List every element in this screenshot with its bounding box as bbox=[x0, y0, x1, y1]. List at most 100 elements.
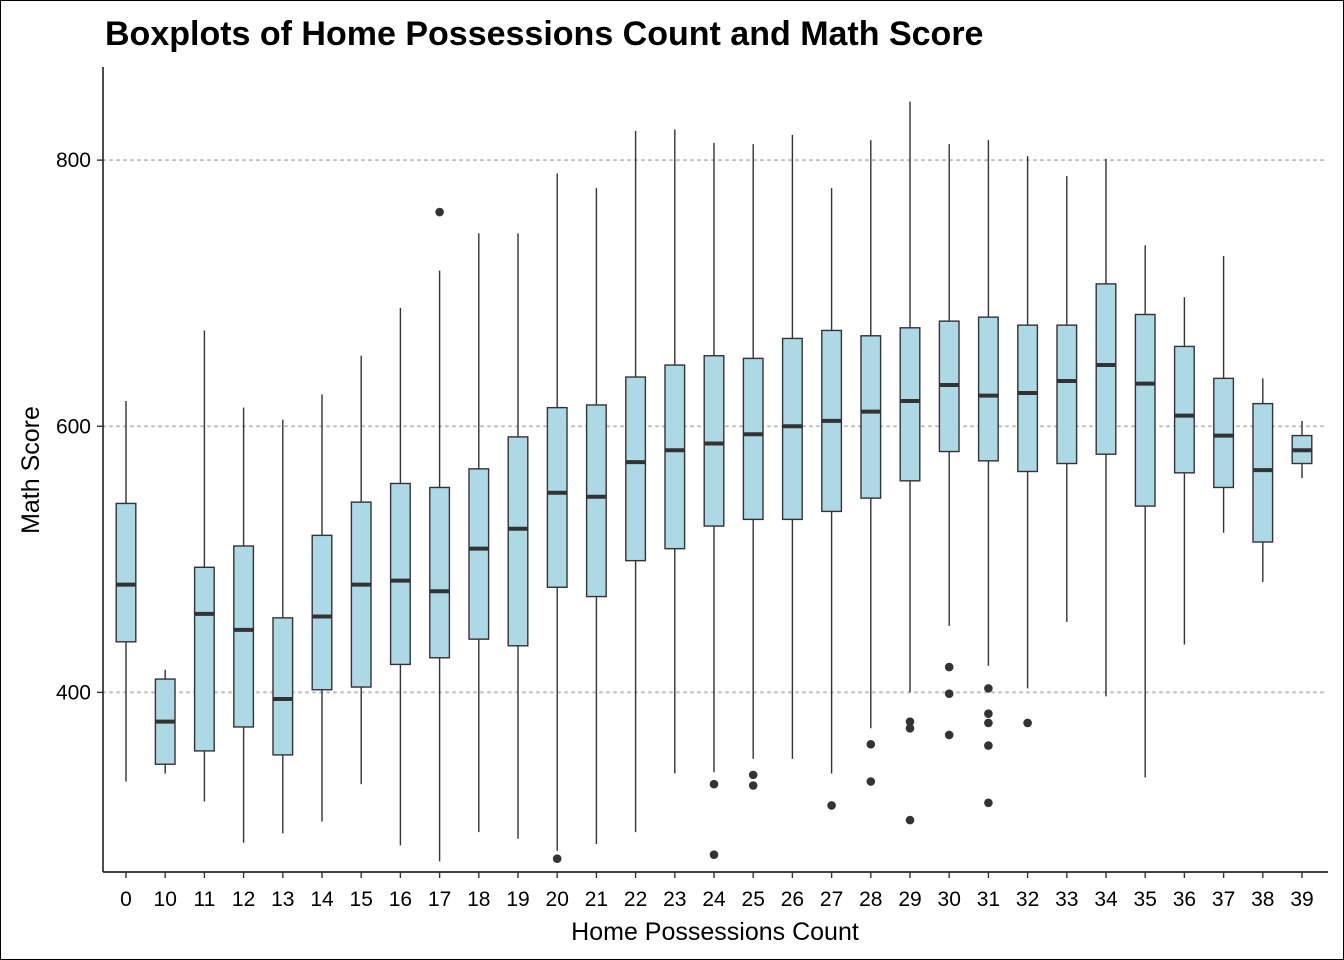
x-tick-label: 11 bbox=[193, 888, 215, 911]
box-body bbox=[193, 566, 215, 752]
outlier-point bbox=[748, 781, 758, 790]
box-21 bbox=[585, 188, 607, 845]
box-body bbox=[625, 376, 647, 562]
box-23 bbox=[664, 129, 686, 774]
grid-lines bbox=[102, 159, 1329, 694]
box-31 bbox=[977, 140, 999, 808]
box-body bbox=[1252, 402, 1274, 543]
box-body bbox=[468, 468, 490, 640]
outlier-point bbox=[984, 684, 993, 693]
box-body bbox=[781, 337, 803, 521]
outlier-point bbox=[866, 739, 876, 749]
box-13 bbox=[272, 419, 294, 834]
outlier-point bbox=[435, 207, 444, 217]
outlier-point bbox=[944, 689, 954, 699]
outlier-point bbox=[905, 717, 915, 726]
axes: 400 600 800 0 10 11 12 13 14 15 16 17 18 19 20 21 22 23 24… bbox=[56, 67, 1328, 911]
x-tick-label: 15 bbox=[350, 888, 373, 911]
box-32 bbox=[1017, 156, 1039, 728]
box-body bbox=[703, 355, 725, 527]
box-25 bbox=[742, 144, 764, 790]
x-tick-label: 38 bbox=[1251, 888, 1274, 911]
box-body bbox=[585, 404, 607, 598]
x-tick-label: 32 bbox=[1016, 888, 1039, 911]
x-tick-label: 23 bbox=[663, 888, 686, 911]
box-body bbox=[1095, 283, 1117, 455]
box-27 bbox=[821, 188, 843, 810]
box-10 bbox=[154, 669, 176, 774]
box-35 bbox=[1134, 245, 1156, 778]
outlier-point bbox=[984, 718, 993, 728]
box-body bbox=[1056, 324, 1078, 465]
box-17 bbox=[429, 207, 451, 862]
box-12 bbox=[233, 407, 255, 843]
x-tick-label: 37 bbox=[1212, 888, 1235, 911]
box-body bbox=[899, 327, 921, 482]
box-body bbox=[1173, 345, 1195, 474]
x-tick-label: 31 bbox=[977, 888, 1000, 911]
outlier-point bbox=[709, 779, 719, 789]
x-tick-label: 12 bbox=[232, 888, 255, 911]
box-14 bbox=[311, 394, 333, 822]
box-body bbox=[742, 357, 764, 521]
x-tick-label: 10 bbox=[154, 888, 177, 911]
x-tick-label: 39 bbox=[1290, 888, 1313, 911]
box-body bbox=[429, 486, 451, 659]
box-22 bbox=[625, 130, 647, 833]
x-tick-label: 33 bbox=[1055, 888, 1078, 911]
x-tick-label: 35 bbox=[1134, 888, 1157, 911]
x-tick-label: 18 bbox=[467, 888, 490, 911]
box-39 bbox=[1291, 420, 1313, 479]
x-tick-label: 27 bbox=[820, 888, 843, 911]
box-body bbox=[389, 482, 411, 666]
box-11 bbox=[193, 330, 215, 802]
x-tick-label: 21 bbox=[585, 888, 608, 911]
box-19 bbox=[507, 233, 529, 839]
boxplots bbox=[115, 101, 1313, 863]
outlier-point bbox=[905, 815, 915, 825]
box-body bbox=[115, 502, 137, 643]
box-0 bbox=[115, 400, 137, 782]
box-16 bbox=[389, 307, 411, 846]
x-tick-label: 25 bbox=[742, 888, 765, 911]
outlier-point bbox=[552, 854, 562, 863]
x-tick-label: 36 bbox=[1173, 888, 1196, 911]
outlier-point bbox=[984, 709, 993, 718]
outlier-point bbox=[944, 662, 954, 672]
x-tick-label: 34 bbox=[1094, 888, 1118, 911]
box-body bbox=[664, 364, 686, 550]
x-tick-label: 28 bbox=[859, 888, 882, 911]
outlier-point bbox=[866, 777, 876, 786]
box-body bbox=[311, 534, 333, 691]
box-36 bbox=[1173, 297, 1195, 645]
box-body bbox=[233, 545, 255, 728]
x-tick-label: 0 bbox=[120, 888, 132, 911]
box-15 bbox=[350, 355, 372, 785]
box-body bbox=[977, 316, 999, 462]
x-tick-label: 30 bbox=[938, 888, 961, 911]
box-20 bbox=[546, 173, 568, 863]
y-tick-label: 600 bbox=[56, 415, 91, 438]
x-tick-label: 24 bbox=[702, 888, 726, 911]
y-tick-label: 400 bbox=[56, 681, 91, 704]
x-tick-label: 13 bbox=[271, 888, 294, 911]
x-tick-label: 26 bbox=[781, 888, 804, 911]
outlier-point bbox=[944, 730, 954, 740]
x-tick-label: 20 bbox=[546, 888, 569, 911]
y-tick-label: 800 bbox=[56, 149, 91, 172]
x-tick-label: 16 bbox=[389, 888, 412, 911]
box-body bbox=[546, 406, 568, 588]
box-body bbox=[507, 436, 529, 647]
box-34 bbox=[1095, 158, 1117, 697]
chart-title: Boxplots of Home Possessions Count and M… bbox=[105, 15, 983, 53]
box-26 bbox=[781, 134, 803, 759]
box-24 bbox=[703, 142, 725, 860]
box-37 bbox=[1213, 255, 1235, 533]
x-tick-label: 14 bbox=[310, 888, 334, 911]
outlier-point bbox=[709, 850, 719, 860]
outlier-point bbox=[1023, 718, 1032, 728]
outlier-point bbox=[905, 723, 915, 733]
box-body bbox=[1213, 377, 1235, 489]
